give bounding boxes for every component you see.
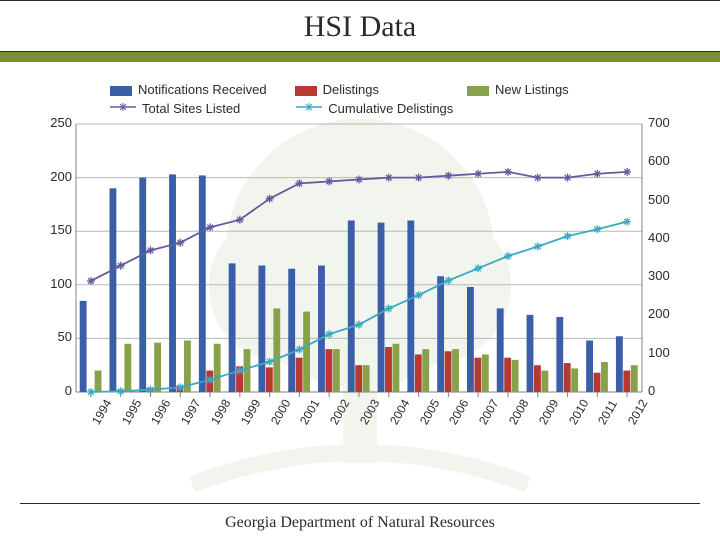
chart-plot: 0501001502002500100200300400500600700199… xyxy=(40,120,680,440)
y-right-tick: 0 xyxy=(648,383,655,398)
y-left-tick: 100 xyxy=(42,276,72,291)
legend-item-notifications: Notifications Received xyxy=(110,82,267,97)
legend-label: New Listings xyxy=(495,82,569,97)
legend-label: Delistings xyxy=(323,82,379,97)
legend-item-cumdelistings: Cumulative Delistings xyxy=(296,101,453,116)
chart-legend: Notifications Received Delistings New Li… xyxy=(110,82,680,116)
legend-item-totalsites: Total Sites Listed xyxy=(110,101,240,116)
legend-label: Cumulative Delistings xyxy=(328,101,453,116)
chart-svg xyxy=(40,120,680,440)
footer-text: Georgia Department of Natural Resources xyxy=(0,514,720,532)
legend-item-delistings: Delistings xyxy=(295,82,379,97)
y-right-tick: 300 xyxy=(648,268,670,283)
y-left-tick: 150 xyxy=(42,222,72,237)
y-left-tick: 0 xyxy=(42,383,72,398)
footer-rule xyxy=(20,503,700,504)
y-right-tick: 200 xyxy=(648,306,670,321)
y-right-tick: 600 xyxy=(648,153,670,168)
y-right-tick: 100 xyxy=(648,345,670,360)
legend-item-newlistings: New Listings xyxy=(467,82,569,97)
y-right-tick: 500 xyxy=(648,192,670,207)
y-left-tick: 200 xyxy=(42,169,72,184)
y-right-tick: 400 xyxy=(648,230,670,245)
y-left-tick: 50 xyxy=(42,329,72,344)
legend-label: Notifications Received xyxy=(138,82,267,97)
olive-band xyxy=(0,52,720,62)
y-right-tick: 700 xyxy=(648,115,670,130)
legend-label: Total Sites Listed xyxy=(142,101,240,116)
y-left-tick: 250 xyxy=(42,115,72,130)
chart-container: Notifications Received Delistings New Li… xyxy=(40,80,680,480)
page-title: HSI Data xyxy=(0,0,720,52)
